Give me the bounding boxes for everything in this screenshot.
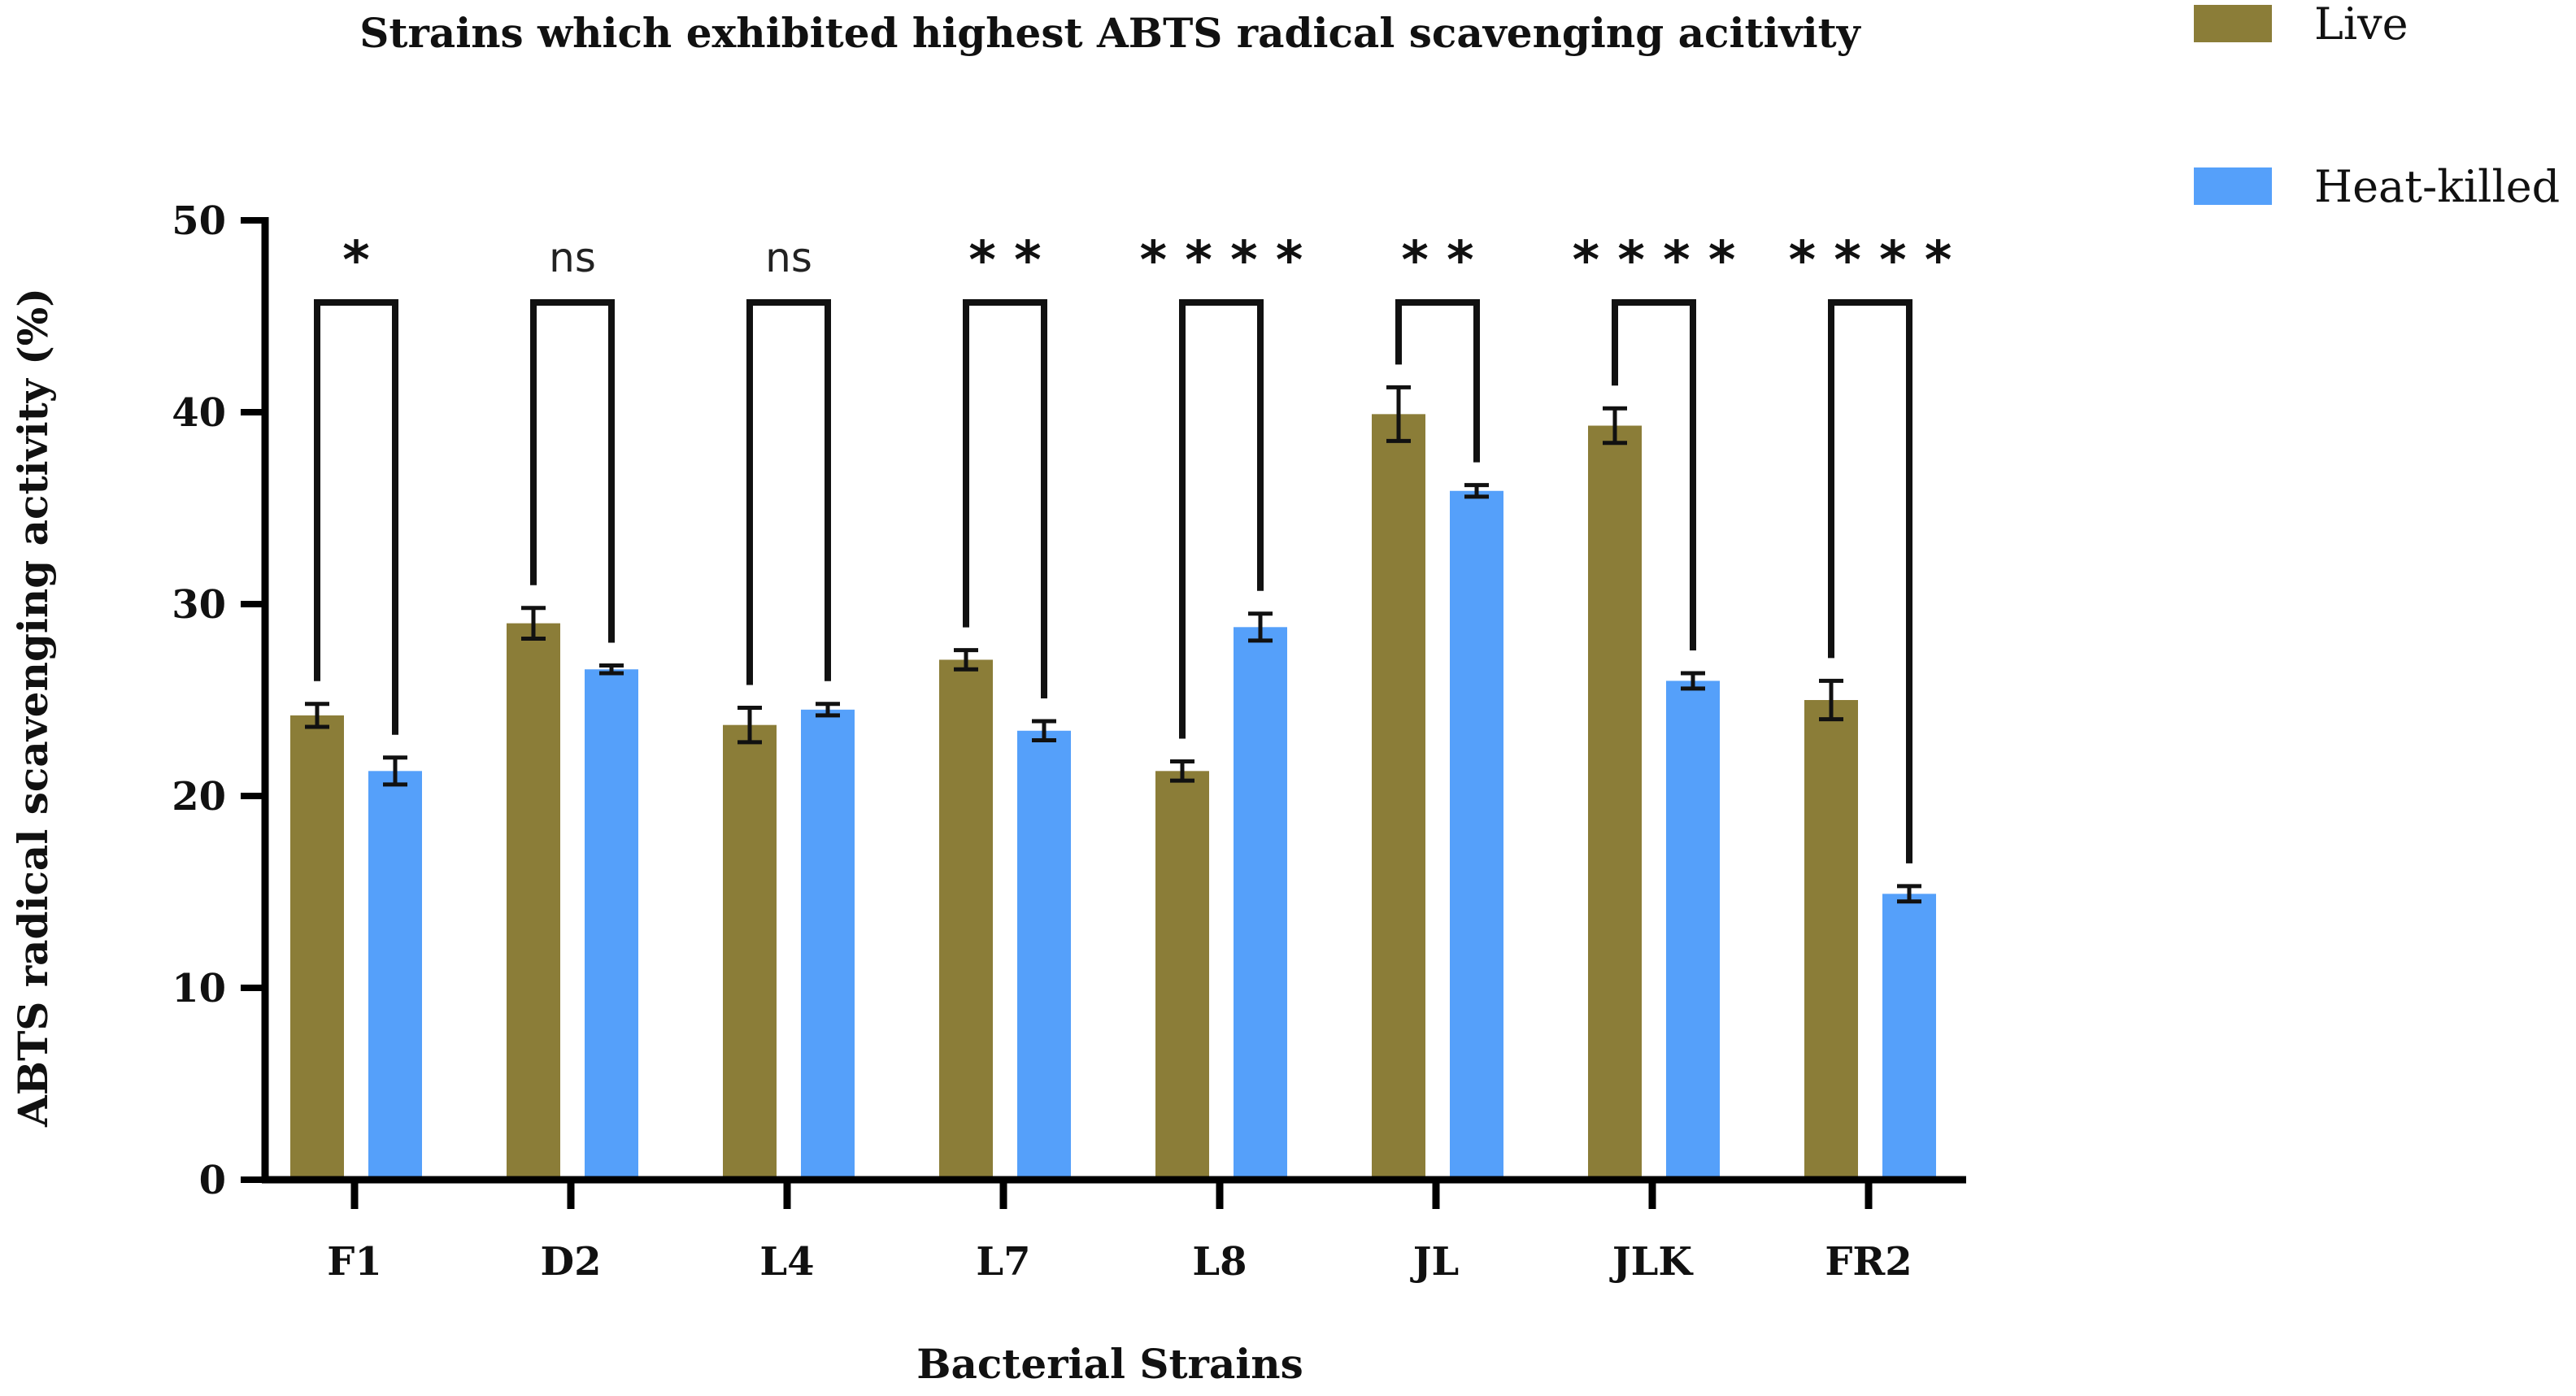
error-bar-l8-live: [1170, 759, 1194, 783]
error-bar-d2-live: [521, 606, 546, 641]
bar-d2-live: [507, 623, 560, 1180]
bar-d2-heat-killed: [585, 669, 638, 1180]
significance-label-f1: *: [342, 231, 369, 291]
error-bar-fr2-heat-killed: [1897, 884, 1921, 904]
error-bar-l4-heat-killed: [816, 702, 840, 718]
error-bars-group: [305, 385, 1921, 904]
bar-l8-heat-killed: [1234, 627, 1287, 1180]
significance-bracket-l4: [746, 299, 831, 685]
x-tick-label-l7: L7: [976, 1239, 1030, 1285]
axes-group: 0 10 20 30 40 50 F1 D2 L4 L7 L8 JL JLK FR2: [172, 198, 1966, 1285]
significance-bracket-jl: [1395, 299, 1480, 463]
legend-label-heat-killed: Heat-killed: [2314, 161, 2560, 212]
y-tick-label-30: 30: [172, 582, 226, 628]
significance-bracket-f1: [314, 299, 398, 735]
error-bar-jl-live: [1386, 385, 1411, 443]
y-axis-label: ABTS radical scavenging activity (%): [9, 288, 57, 1128]
significance-label-jl: * *: [1401, 231, 1473, 291]
bar-jl-heat-killed: [1450, 490, 1503, 1180]
bar-jlk-heat-killed: [1666, 681, 1720, 1180]
bar-fr2-heat-killed: [1882, 894, 1936, 1180]
bar-l4-live: [723, 724, 777, 1180]
error-bar-f1-live: [305, 702, 329, 729]
legend: Live Heat-killed: [2194, 0, 2560, 212]
significance-label-jlk: * * * *: [1573, 231, 1736, 291]
legend-swatch-heat-killed: [2194, 167, 2272, 205]
error-bar-l8-heat-killed: [1248, 611, 1273, 643]
error-bar-jl-heat-killed: [1464, 483, 1489, 499]
y-tick-label-50: 50: [172, 198, 226, 244]
error-bar-jlk-live: [1603, 406, 1627, 446]
significance-label-fr2: * * * *: [1789, 231, 1952, 291]
bar-f1-heat-killed: [368, 771, 422, 1180]
significance-bracket-jlk: [1612, 299, 1696, 650]
significance-label-l8: * * * *: [1140, 231, 1303, 291]
significance-bracket-fr2: [1828, 299, 1912, 863]
error-bar-l4-live: [738, 705, 762, 745]
error-bar-jlk-heat-killed: [1681, 671, 1705, 691]
significance-group: * ns ns * * * * * * * * * * * * * * * *: [314, 231, 1952, 863]
significance-label-d2: ns: [549, 234, 596, 281]
y-tick-label-0: 0: [199, 1158, 226, 1203]
bar-fr2-live: [1804, 700, 1858, 1180]
bar-f1-live: [290, 715, 344, 1180]
legend-swatch-live: [2194, 5, 2272, 42]
x-tick-label-d2: D2: [540, 1239, 601, 1285]
error-bar-l7-heat-killed: [1032, 719, 1056, 743]
y-tick-label-20: 20: [172, 774, 226, 820]
bar-l7-live: [939, 659, 993, 1180]
x-tick-label-f1: F1: [327, 1239, 381, 1285]
x-tick-label-jl: JL: [1410, 1239, 1459, 1285]
x-axis-label: Bacterial Strains: [916, 1340, 1303, 1388]
chart-title: Strains which exhibited highest ABTS rad…: [359, 9, 1861, 57]
bar-l7-heat-killed: [1017, 730, 1071, 1180]
legend-label-live: Live: [2314, 0, 2408, 50]
significance-bracket-l8: [1179, 299, 1264, 739]
bar-jlk-live: [1588, 425, 1642, 1180]
significance-label-l4: ns: [765, 234, 812, 281]
bar-l8-live: [1155, 771, 1209, 1180]
significance-label-l7: * *: [968, 231, 1041, 291]
significance-bracket-d2: [530, 299, 615, 643]
y-tick-label-40: 40: [172, 390, 226, 436]
x-tick-label-l8: L8: [1192, 1239, 1247, 1285]
error-bar-d2-heat-killed: [599, 663, 624, 676]
error-bar-f1-heat-killed: [383, 755, 407, 787]
y-tick-label-10: 10: [172, 966, 226, 1011]
bars-group: [290, 414, 1936, 1180]
x-tick-label-fr2: FR2: [1825, 1239, 1912, 1285]
bar-l4-heat-killed: [801, 709, 855, 1180]
x-tick-label-l4: L4: [759, 1239, 814, 1285]
x-tick-label-jlk: JLK: [1609, 1239, 1694, 1285]
significance-bracket-l7: [963, 299, 1047, 698]
error-bar-fr2-live: [1819, 678, 1843, 722]
error-bar-l7-live: [954, 648, 978, 672]
bar-jl-live: [1372, 414, 1425, 1180]
